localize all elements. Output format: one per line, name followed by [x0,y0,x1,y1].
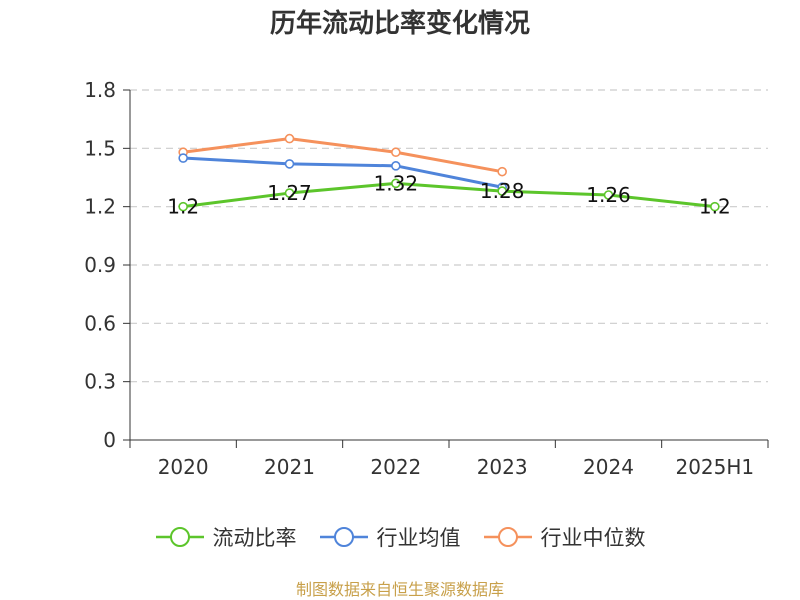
data-point [284,133,295,144]
axes: 0 0.3 0.6 0.9 1.2 1.5 1.8 2020 2021 2022 2023 2024 2… [84,78,769,479]
legend-line-icon [483,527,532,547]
source-note: 制图数据来自恒生聚源数据库 [295,580,504,599]
data-label: 1.27 [267,181,312,205]
series-line [183,156,503,189]
data-label: 1.26 [586,183,631,207]
data-point [284,188,295,198]
legend-item[interactable]: 流动比率 [155,522,297,552]
data-point [391,178,401,189]
series-line [182,181,715,209]
x-tick-label: 2021 [264,455,315,479]
legend-label: 行业中位数 [540,526,646,550]
y-tick-label: 0.6 [84,311,116,335]
data-labels: 1.2 1.27 1.32 1.28 1.26 1.2 [167,171,730,218]
y-tick-label: 1.5 [84,136,116,160]
data-label: 1.2 [699,195,731,219]
x-tick-label: 2020 [158,455,209,479]
legend-item[interactable]: 行业均值 [319,522,461,552]
x-tick-label: 2023 [477,455,528,479]
legend-item[interactable]: 行业中位数 [483,522,646,552]
legend-label: 流动比率 [212,526,297,550]
data-label: 1.32 [374,171,419,195]
data-point [497,166,507,177]
x-tick-label: 2025H1 [675,455,754,479]
series-line [182,137,503,174]
data-point [603,190,614,200]
legend-line-icon [155,527,204,547]
data-point [284,159,295,169]
data-point [178,153,188,163]
chart-title: 历年流动比率变化情况 [269,9,530,39]
data-point [710,201,720,212]
y-tick-label: 0.9 [84,253,116,277]
legend-line-icon [319,527,368,547]
data-point [497,186,507,196]
data-point [391,161,401,171]
grid-lines [130,89,768,383]
y-tick-label: 1.8 [84,78,116,102]
series-lines [178,133,720,212]
y-tick-label: 0.3 [84,370,116,394]
legend-label: 行业均值 [376,526,461,550]
legend: 流动比率 行业均值 行业中位数 [0,520,800,554]
y-tick-label: 0 [103,428,116,452]
data-point [391,147,401,158]
data-point [178,201,188,212]
x-tick-label: 2022 [370,455,421,479]
data-label: 1.2 [167,195,199,219]
y-tick-label: 1.2 [84,195,116,219]
x-tick-label: 2024 [583,455,634,479]
data-label: 1.28 [480,179,525,203]
